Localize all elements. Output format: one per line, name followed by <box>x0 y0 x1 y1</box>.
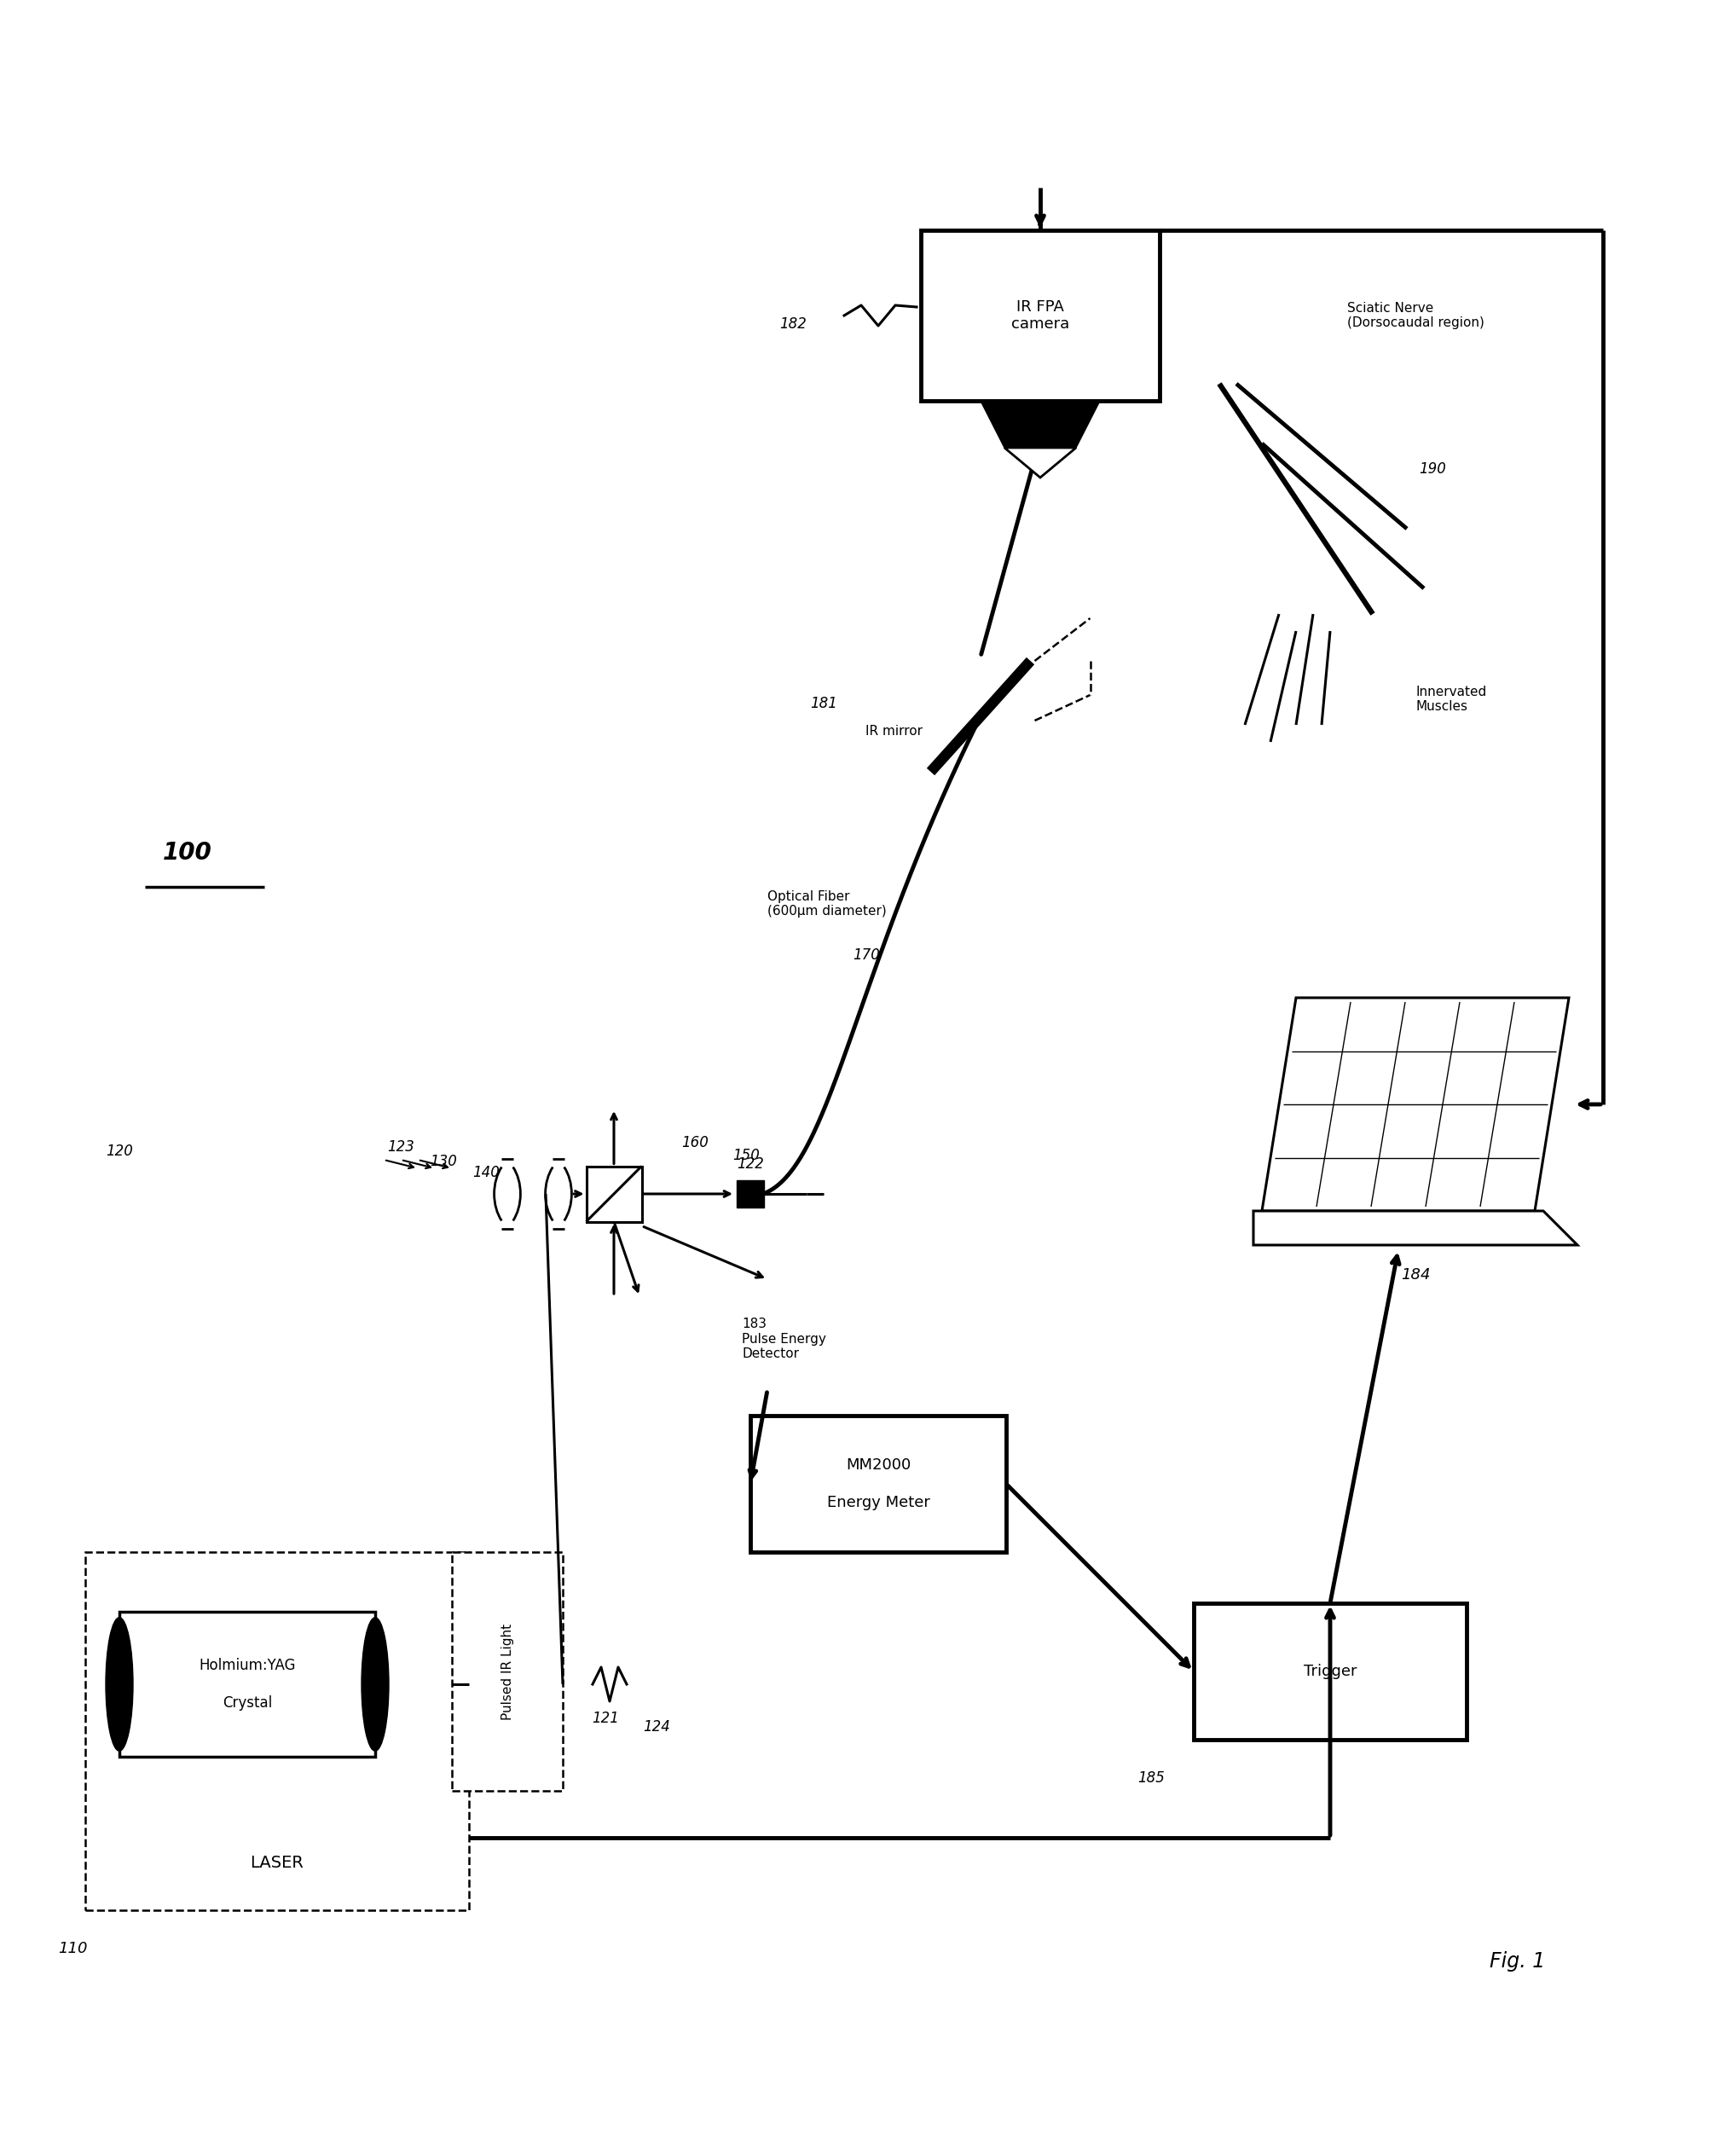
Text: LASER: LASER <box>250 1855 304 1872</box>
Bar <box>120 1612 375 1756</box>
Text: Fig. 1: Fig. 1 <box>1489 1951 1545 1971</box>
Ellipse shape <box>361 1618 389 1751</box>
Polygon shape <box>981 402 1101 447</box>
Text: Optical Fiber
(600μm diameter): Optical Fiber (600μm diameter) <box>767 890 887 918</box>
Text: IR FPA
camera: IR FPA camera <box>1010 299 1069 333</box>
Text: 110: 110 <box>57 1941 87 1956</box>
Text: 181: 181 <box>811 696 837 711</box>
Text: Innervated
Muscles: Innervated Muscles <box>1415 686 1486 713</box>
Text: 124: 124 <box>642 1719 670 1734</box>
Bar <box>451 1552 562 1790</box>
Bar <box>920 230 1160 402</box>
Text: 120: 120 <box>106 1143 134 1158</box>
Bar <box>85 1552 469 1910</box>
Text: 160: 160 <box>681 1135 708 1150</box>
Text: Crystal: Crystal <box>222 1696 273 1711</box>
Text: 183
Pulse Energy
Detector: 183 Pulse Energy Detector <box>741 1317 826 1360</box>
Text: 150: 150 <box>733 1148 760 1163</box>
Text: Trigger: Trigger <box>1304 1663 1358 1678</box>
Bar <box>736 1180 764 1208</box>
Ellipse shape <box>106 1618 134 1751</box>
Text: 182: 182 <box>779 316 807 331</box>
Text: 184: 184 <box>1401 1268 1430 1283</box>
Bar <box>587 1167 642 1221</box>
Text: Sciatic Nerve
(Dorsocaudal region): Sciatic Nerve (Dorsocaudal region) <box>1347 301 1484 329</box>
Text: 185: 185 <box>1137 1771 1165 1786</box>
Polygon shape <box>1262 997 1569 1210</box>
Text: 121: 121 <box>592 1711 620 1726</box>
Text: 100: 100 <box>163 840 212 864</box>
Text: 123: 123 <box>387 1139 415 1154</box>
Text: MM2000: MM2000 <box>845 1457 911 1472</box>
Bar <box>1194 1603 1467 1741</box>
Text: 130: 130 <box>431 1154 457 1169</box>
Text: 122: 122 <box>736 1156 764 1171</box>
Polygon shape <box>1253 1210 1578 1244</box>
Bar <box>750 1416 1007 1552</box>
Text: 170: 170 <box>852 948 880 963</box>
Text: 140: 140 <box>472 1165 500 1180</box>
Polygon shape <box>1005 447 1076 477</box>
Text: Pulsed IR Light: Pulsed IR Light <box>502 1622 514 1719</box>
Text: Holmium:YAG: Holmium:YAG <box>200 1657 295 1674</box>
Text: Energy Meter: Energy Meter <box>826 1496 930 1511</box>
Text: 190: 190 <box>1418 462 1446 477</box>
Text: IR mirror: IR mirror <box>866 726 922 737</box>
